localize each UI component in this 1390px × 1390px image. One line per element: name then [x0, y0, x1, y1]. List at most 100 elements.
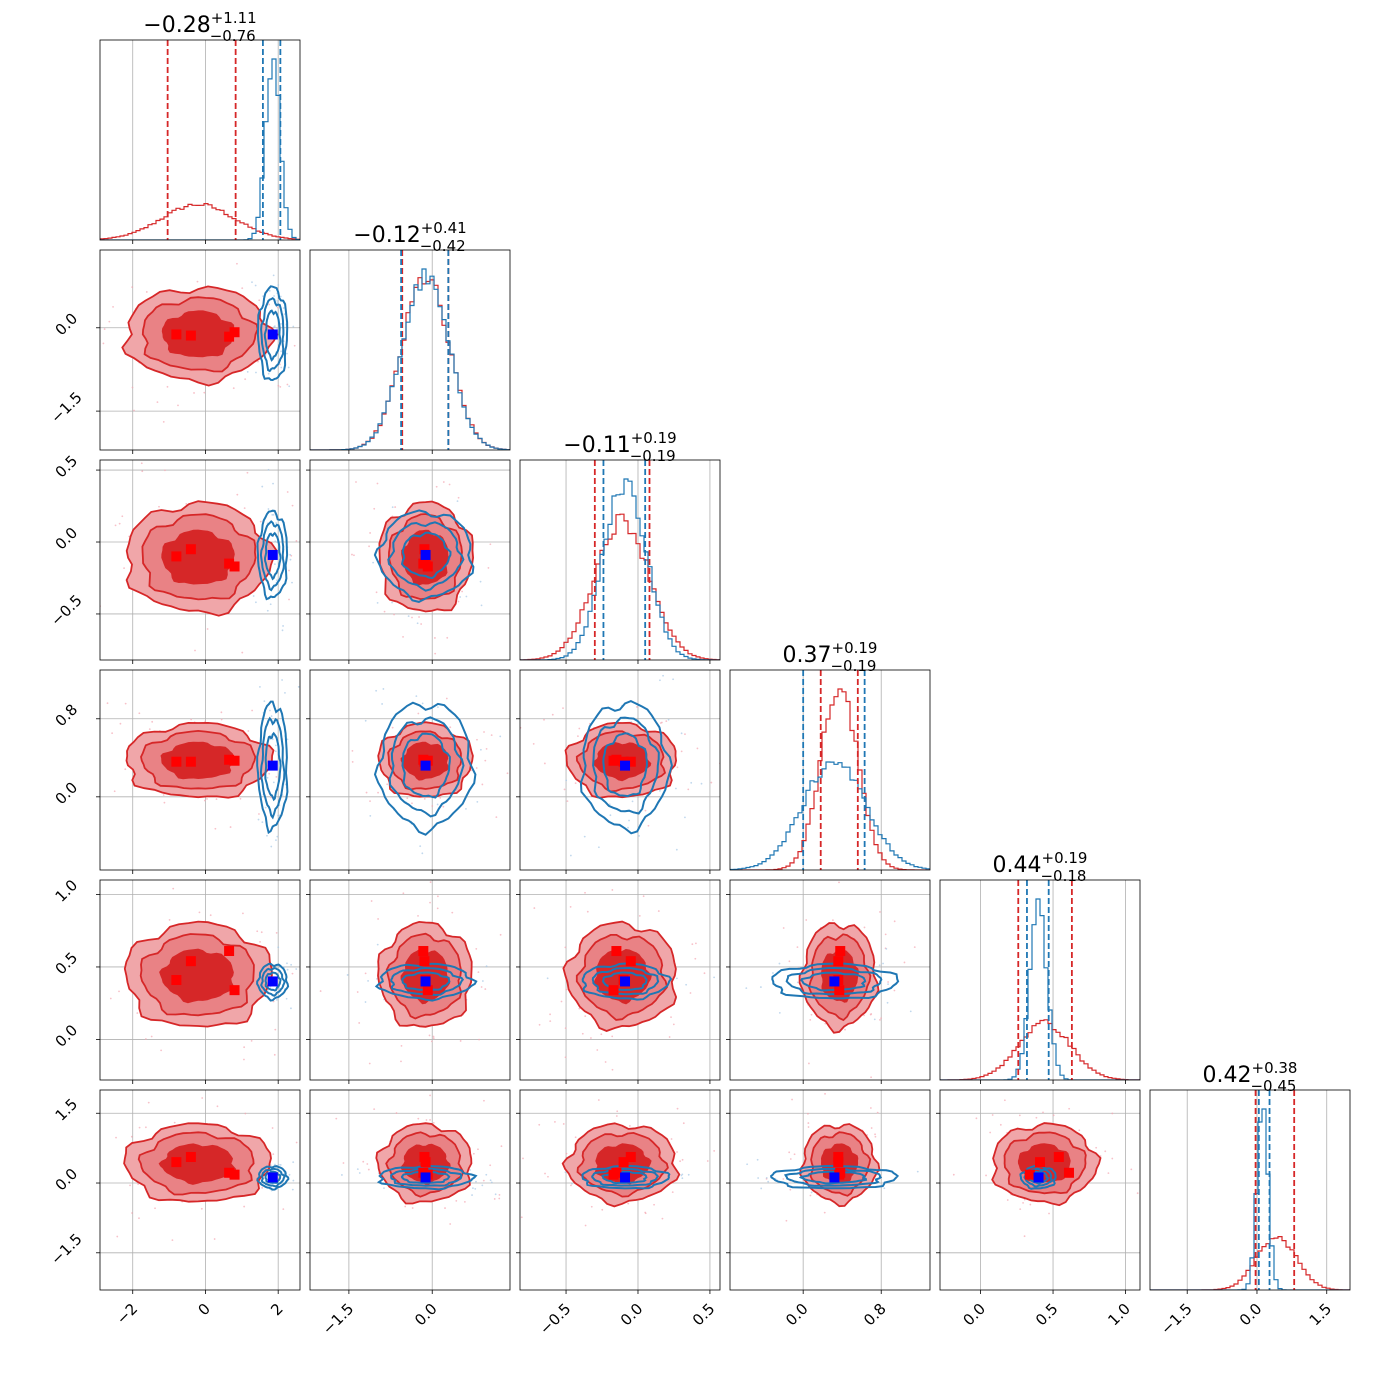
red-sample-point: [597, 1099, 600, 1101]
red-sample-point: [477, 971, 480, 974]
blue-sample-point: [569, 854, 572, 857]
red-sample-point: [417, 1117, 420, 1120]
red-sample-point: [91, 990, 93, 992]
red-sample-point: [679, 1160, 682, 1163]
blue-sample-point: [295, 968, 298, 970]
red-sample-point: [879, 1018, 881, 1021]
blue-sample-point: [659, 679, 661, 682]
red-marker: [171, 1157, 182, 1168]
blue-contour: [264, 971, 282, 992]
red-marker: [224, 946, 235, 957]
red-sample-point: [138, 1217, 140, 1220]
blue-sample-point: [687, 1173, 690, 1176]
red-sample-point: [246, 471, 249, 474]
red-sample-point: [131, 386, 134, 389]
y-tick-label: 0.0: [52, 1021, 82, 1051]
red-sample-point: [291, 972, 294, 975]
red-sample-point: [1035, 1116, 1038, 1119]
y-tick-label: 1.0: [52, 876, 82, 906]
red-sample-point: [442, 481, 445, 483]
red-sample-point: [411, 616, 413, 619]
red-marker: [1053, 1151, 1064, 1162]
red-sample-point: [952, 1173, 955, 1176]
blue-sample-point: [391, 506, 394, 509]
red-sample-point: [596, 1049, 599, 1051]
red-sample-point: [695, 942, 697, 945]
red-sample-point: [370, 900, 373, 902]
red-sample-point: [365, 791, 368, 794]
red-contour-core: [160, 741, 235, 780]
red-marker: [229, 755, 240, 766]
blue-sample-point: [883, 1187, 886, 1190]
red-sample-point: [131, 1212, 133, 1214]
red-marker: [618, 1157, 629, 1168]
blue-sample-point: [288, 1173, 291, 1176]
blue-sample-point: [684, 816, 686, 819]
red-sample-point: [239, 797, 242, 800]
red-sample-point: [480, 986, 483, 988]
red-sample-point: [1003, 1099, 1006, 1102]
blue-sample-point: [356, 1168, 359, 1171]
red-sample-point: [111, 732, 114, 735]
blue-sample-point: [292, 325, 295, 328]
red-sample-point: [863, 926, 866, 929]
red-sample-point: [364, 972, 367, 975]
blue-contour: [783, 1167, 883, 1187]
red-sample-point: [251, 709, 254, 712]
x-tick-label: −0.5: [536, 1300, 574, 1338]
red-sample-point: [434, 652, 437, 655]
red-sample-point: [429, 1119, 431, 1121]
blue-sample-point: [418, 631, 420, 633]
blue-sample-point: [436, 803, 439, 806]
red-marker: [229, 561, 240, 572]
red-sample-point: [1020, 1083, 1022, 1085]
blue-marker: [420, 549, 431, 560]
red-sample-point: [590, 1205, 593, 1208]
blue-contour: [592, 716, 660, 815]
red-sample-point: [481, 783, 484, 786]
panel-title: −0.28+1.11 −0.76: [143, 9, 256, 45]
red-sample-point: [870, 1013, 873, 1015]
red-sample-point: [369, 532, 372, 534]
histogram-panel-6: 0.42+0.38 −0.45 −1.5 0.0 1.5: [1149, 1059, 1351, 1338]
red-sample-point: [377, 918, 379, 920]
red-sample-point: [193, 392, 195, 394]
red-sample-point: [661, 1217, 664, 1220]
red-sample-point: [671, 1191, 674, 1194]
red-sample-point: [1068, 1107, 1071, 1110]
red-sample-point: [288, 569, 290, 572]
panel-title: 0.42+0.38 −0.45: [1203, 1059, 1298, 1095]
blue-contour: [771, 962, 900, 1000]
red-sample-point: [515, 1209, 517, 1211]
red-sample-point: [785, 1219, 788, 1222]
blue-sample-point: [909, 1010, 912, 1013]
blue-sample-point: [756, 1158, 759, 1161]
red-sample-point: [487, 567, 490, 569]
blue-sample-point: [494, 1193, 497, 1196]
red-sample-point: [432, 1121, 435, 1124]
red-sample-point: [108, 320, 111, 323]
red-sample-point: [79, 992, 81, 994]
red-sample-point: [502, 766, 504, 768]
blue-sample-point: [760, 1187, 763, 1190]
blue-sample-point: [675, 848, 678, 851]
blue-contour: [256, 285, 289, 382]
red-sample-point: [554, 1121, 556, 1123]
red-sample-point: [162, 794, 165, 796]
blue-sample-point: [376, 977, 378, 980]
red-sample-point: [1023, 1235, 1026, 1238]
red-sample-point: [832, 919, 834, 922]
panel-frame: [939, 879, 1141, 1081]
blue-sample-point: [274, 540, 277, 543]
red-sample-point: [451, 911, 454, 914]
blue-sample-point: [873, 1018, 876, 1021]
red-histogram: [520, 513, 720, 660]
red-sample-point: [429, 1094, 432, 1097]
red-sample-point: [574, 1136, 577, 1139]
blue-marker: [620, 1172, 631, 1183]
red-sample-point: [870, 1127, 873, 1129]
red-sample-point: [203, 799, 206, 802]
red-sample-point: [874, 1133, 876, 1136]
red-sample-point: [448, 483, 451, 486]
